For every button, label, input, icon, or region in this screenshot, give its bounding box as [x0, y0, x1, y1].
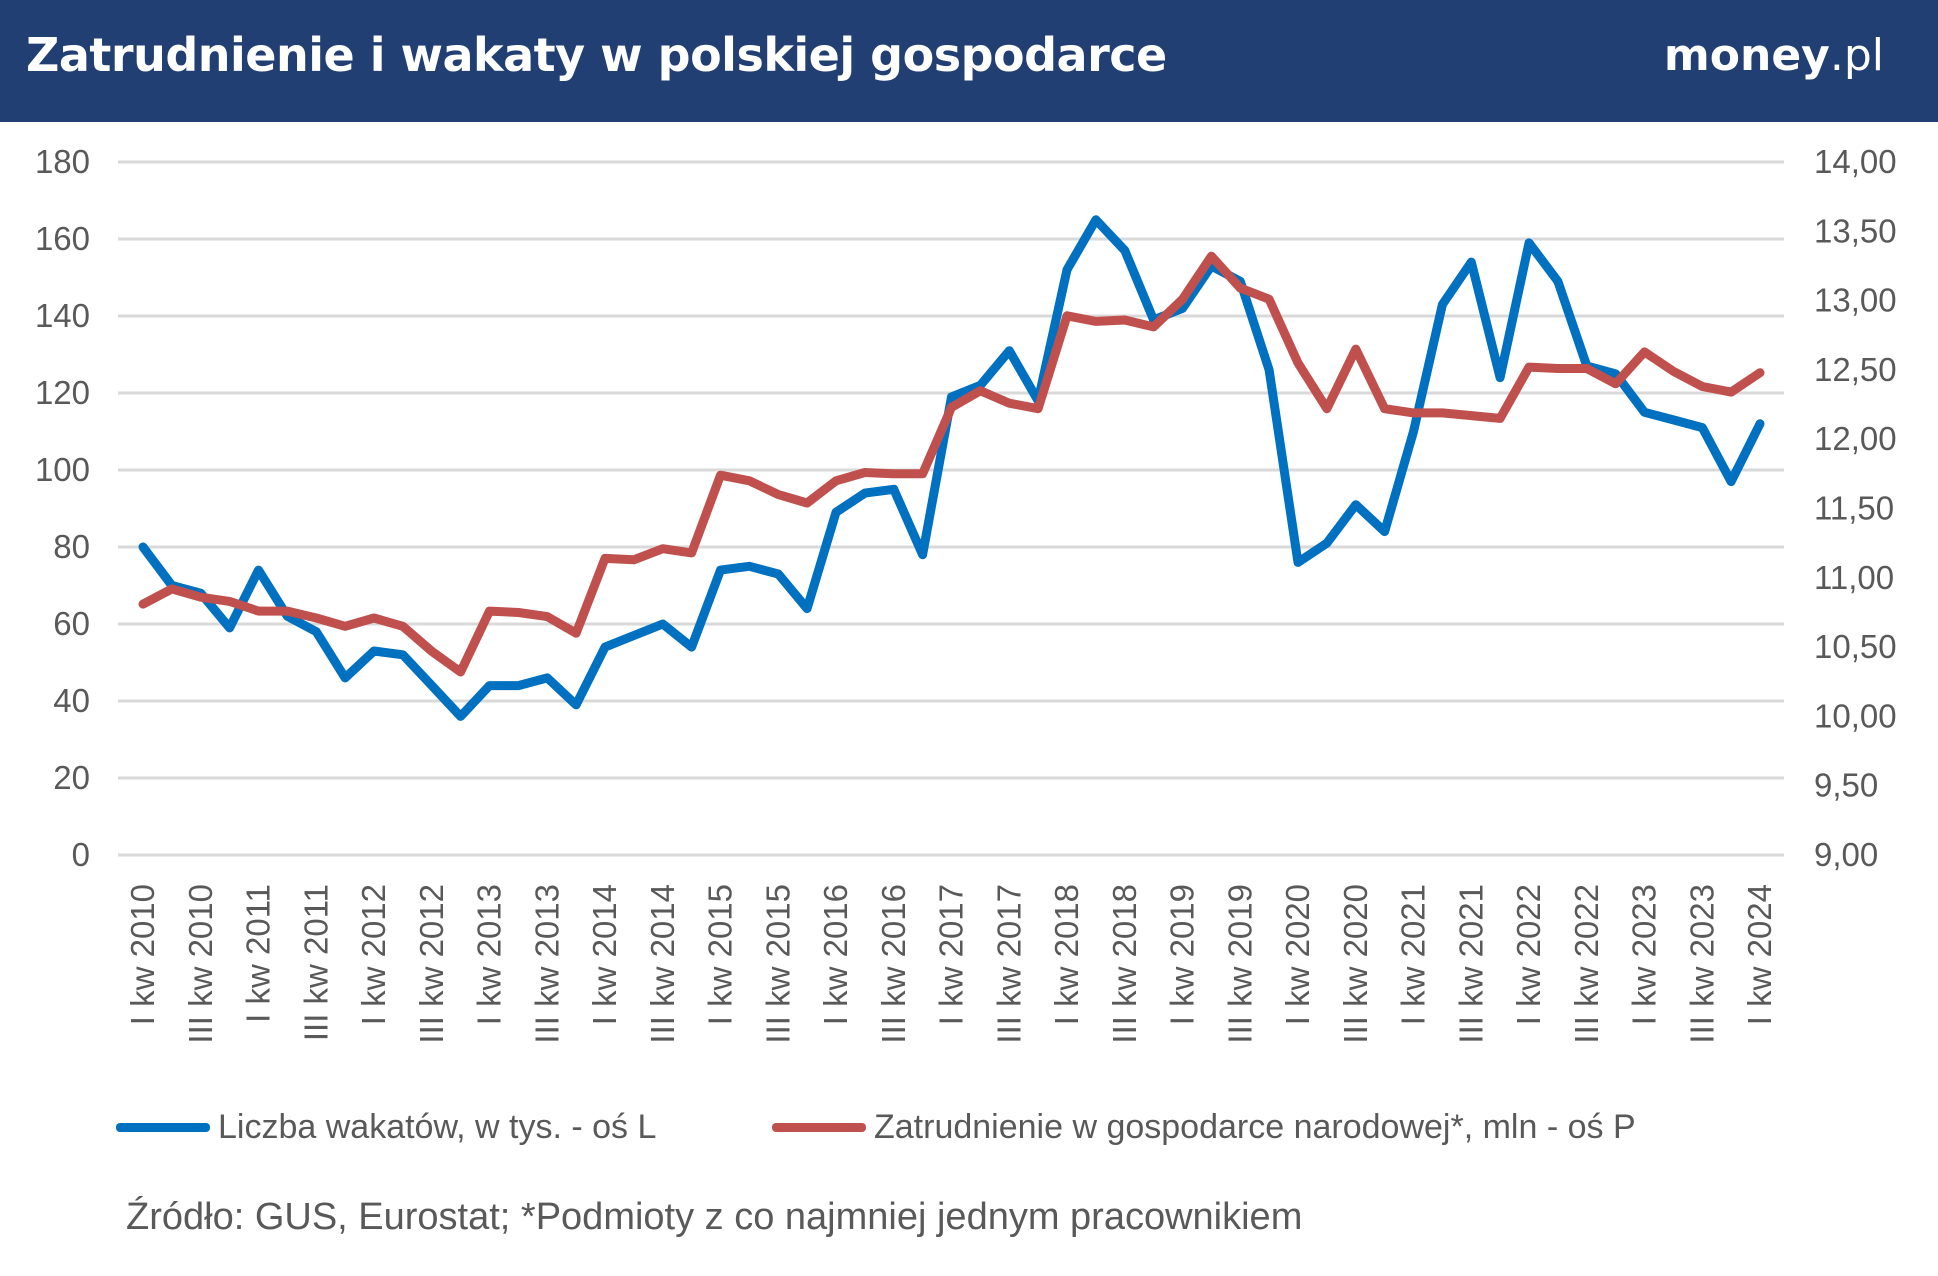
x-axis-tick-label: III kw 2013 [528, 884, 565, 1044]
x-axis-tick-label: III kw 2016 [875, 884, 912, 1044]
x-axis-tick-label: I kw 2024 [1741, 884, 1778, 1025]
right-axis-tick-label: 14,00 [1814, 143, 1897, 180]
right-axis-tick-label: 12,50 [1814, 351, 1897, 388]
x-axis-tick-label: III kw 2020 [1337, 884, 1374, 1044]
left-axis-tick-label: 20 [53, 759, 90, 796]
legend-swatch-red [772, 1123, 866, 1132]
employment-series-line [138, 251, 1765, 677]
left-axis-tick-label: 120 [35, 374, 90, 411]
x-axis-tick-label: I kw 2015 [702, 884, 739, 1025]
x-axis-tick-label: I kw 2014 [586, 884, 623, 1025]
right-axis-tick-label: 10,50 [1814, 628, 1897, 665]
right-axis-tick-label: 12,00 [1814, 420, 1897, 457]
x-axis-tick-label: III kw 2018 [1106, 884, 1143, 1044]
x-axis-tick-label: I kw 2017 [933, 884, 970, 1025]
x-axis-tick-label: III kw 2022 [1568, 884, 1605, 1044]
left-axis-tick-label: 160 [35, 220, 90, 257]
left-axis-tick-label: 60 [53, 605, 90, 642]
x-axis-tick-label: III kw 2014 [644, 884, 681, 1044]
money-pl-logo: money.pl [1663, 30, 1884, 81]
right-axis-tick-label: 9,50 [1814, 767, 1878, 804]
legend: Liczba wakatów, w tys. - oś L Zatrudnien… [0, 1108, 1938, 1156]
right-axis-tick-label: 11,50 [1814, 490, 1894, 527]
x-axis-tick-label: I kw 2012 [355, 884, 392, 1025]
header-bar: Zatrudnienie i wakaty w polskiej gospoda… [0, 0, 1938, 122]
left-axis-tick-label: 140 [35, 297, 90, 334]
legend-item-employment: Zatrudnienie w gospodarce narodowej*, ml… [772, 1108, 1636, 1147]
x-axis-tick-label: I kw 2010 [124, 884, 161, 1025]
vacancies-series-line [138, 215, 1765, 721]
left-axis-tick-label: 100 [35, 451, 90, 488]
left-axis-tick-label: 80 [53, 528, 90, 565]
x-axis-tick-label: I kw 2011 [240, 884, 277, 1023]
right-axis-tick-label: 11,00 [1814, 559, 1894, 596]
x-axis-tick-label: III kw 2011 [297, 884, 334, 1041]
x-axis-tick-label: III kw 2017 [990, 884, 1027, 1044]
chart-title: Zatrudnienie i wakaty w polskiej gospoda… [26, 28, 1167, 82]
x-axis-tick-label: I kw 2020 [1279, 884, 1316, 1025]
right-axis-tick-label: 10,00 [1814, 697, 1897, 734]
legend-swatch-blue [116, 1123, 210, 1132]
x-axis-tick-label: I kw 2021 [1395, 884, 1432, 1025]
x-axis-tick-label: I kw 2013 [471, 884, 508, 1025]
x-axis-tick-label: III kw 2012 [413, 884, 450, 1044]
x-axis-tick-label: I kw 2023 [1626, 884, 1663, 1025]
legend-label: Zatrudnienie w gospodarce narodowej*, ml… [874, 1108, 1636, 1146]
left-axis-tick-label: 40 [53, 682, 90, 719]
x-axis-tick-label: III kw 2021 [1452, 884, 1489, 1044]
right-axis-tick-label: 9,00 [1814, 836, 1878, 873]
left-axis-tick-label: 180 [35, 143, 90, 180]
x-axis-tick-label: III kw 2023 [1683, 884, 1720, 1044]
x-axis-tick-label: III kw 2015 [759, 884, 796, 1044]
source-note: Źródło: GUS, Eurostat; *Podmioty z co na… [126, 1196, 1303, 1238]
legend-item-vacancies: Liczba wakatów, w tys. - oś L [116, 1108, 656, 1147]
right-axis-tick-label: 13,50 [1814, 212, 1897, 249]
right-axis-tick-label: 13,00 [1814, 282, 1897, 319]
legend-label: Liczba wakatów, w tys. - oś L [218, 1108, 657, 1146]
x-axis-tick-label: I kw 2016 [817, 884, 854, 1025]
x-axis-tick-label: I kw 2022 [1510, 884, 1547, 1025]
x-axis-tick-label: III kw 2010 [182, 884, 219, 1044]
x-axis-tick-label: I kw 2018 [1048, 884, 1085, 1025]
x-axis-tick-label: III kw 2019 [1221, 884, 1258, 1044]
x-axis-tick-label: I kw 2019 [1164, 884, 1201, 1025]
left-axis-tick-label: 0 [72, 836, 90, 873]
